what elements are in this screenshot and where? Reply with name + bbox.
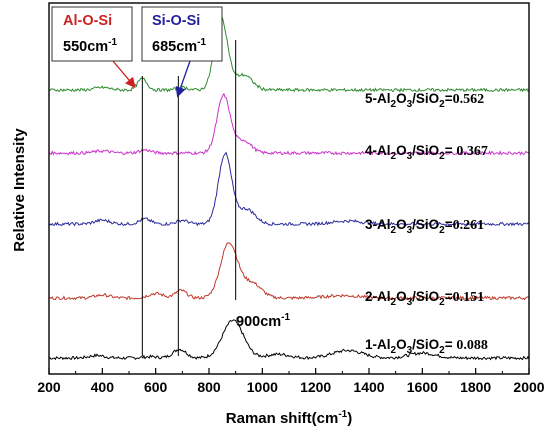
series-labels: 1-Al2O3/SiO2= 0.088 2-Al2O3/SiO2=0.151 3-A… xyxy=(365,91,488,356)
si-o-si-wavenumber: 685cm-1 xyxy=(152,37,206,55)
series-line xyxy=(48,151,530,227)
al-o-si-arrow xyxy=(112,60,136,88)
band-annotations: Al-O-Si 550cm-1 Si-O-Si 685cm-1 900cm-1 xyxy=(51,6,290,330)
peak-900-label: 900cm-1 xyxy=(236,312,290,330)
x-tick-label: 800 xyxy=(197,379,221,395)
x-tick-label: 400 xyxy=(91,379,115,395)
x-tick-label: 1200 xyxy=(300,379,331,395)
series-line xyxy=(48,15,530,93)
series-line xyxy=(48,242,530,301)
series-label: 3-Al2O3/SiO2=0.261 xyxy=(365,217,484,236)
al-o-si-box xyxy=(51,6,133,62)
x-tick-label: 600 xyxy=(144,379,168,395)
x-tick-label: 1600 xyxy=(407,379,438,395)
series-traces xyxy=(48,15,530,361)
si-o-si-box xyxy=(141,6,223,62)
x-axis-ticks: 200 400 600 800 1000 1200 1400 1600 1800 2000 xyxy=(37,368,545,395)
series-line xyxy=(48,319,530,361)
y-axis-title: Relative Intensity xyxy=(11,128,28,252)
al-o-si-wavenumber: 550cm-1 xyxy=(63,37,117,55)
si-o-si-label: Si-O-Si xyxy=(152,13,200,29)
x-axis-title: Raman shift(cm-1) xyxy=(226,409,352,427)
series-label: 5-Al2O3/SiO2=0.562 xyxy=(365,91,484,110)
series-label: 1-Al2O3/SiO2= 0.088 xyxy=(365,337,488,356)
x-tick-label: 1400 xyxy=(353,379,384,395)
series-label: 2-Al2O3/SiO2=0.151 xyxy=(365,289,484,308)
x-tick-label: 1800 xyxy=(460,379,491,395)
x-tick-label: 1000 xyxy=(247,379,278,395)
reference-lines xyxy=(141,40,237,356)
x-tick-label: 2000 xyxy=(513,379,544,395)
al-o-si-label: Al-O-Si xyxy=(63,13,112,29)
x-tick-label: 200 xyxy=(37,379,61,395)
si-o-si-arrow xyxy=(175,60,191,98)
series-label: 4-Al2O3/SiO2= 0.367 xyxy=(365,143,488,162)
series-line xyxy=(48,92,530,156)
